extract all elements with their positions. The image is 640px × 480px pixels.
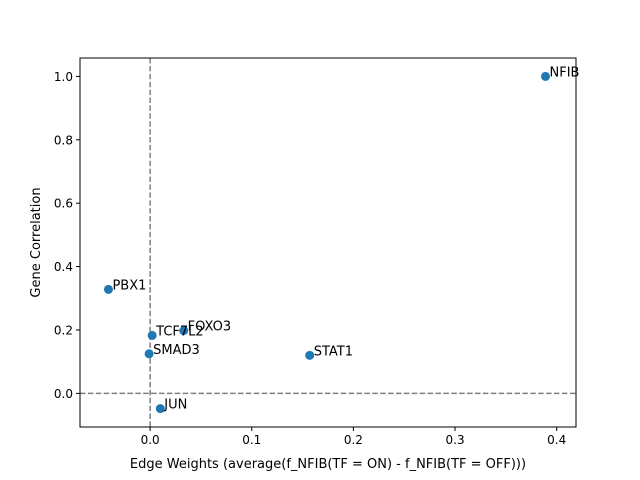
point-label-pbx1: PBX1 xyxy=(112,278,146,293)
data-point-pbx1 xyxy=(103,284,113,294)
x-tick-label: 0.2 xyxy=(344,433,363,447)
x-axis-ticks: 0.0 0.1 0.2 0.3 0.4 xyxy=(141,427,566,447)
data-point-smad3 xyxy=(144,349,154,359)
y-axis-ticks: 0.0 0.2 0.4 0.6 0.8 1.0 xyxy=(54,70,80,401)
point-label-tcf7l2: TCF7L2 xyxy=(155,324,204,339)
x-tick-label: 0.1 xyxy=(242,433,261,447)
data-point-foxo3 xyxy=(179,326,189,336)
y-tick-label: 0.0 xyxy=(54,387,73,401)
data-point-jun xyxy=(155,404,165,414)
point-label-foxo3: FOXO3 xyxy=(188,320,231,335)
y-tick-label: 0.2 xyxy=(54,323,73,337)
x-tick-label: 0.0 xyxy=(141,433,160,447)
y-tick-label: 1.0 xyxy=(54,70,73,84)
reference-lines xyxy=(80,58,576,427)
plot-area-frame xyxy=(79,57,577,428)
y-axis-label: Gene Correlation xyxy=(29,187,44,297)
y-tick-label: 0.4 xyxy=(54,260,73,274)
data-points xyxy=(103,71,551,414)
data-point-tcf7l2 xyxy=(147,330,157,340)
point-label-jun: JUN xyxy=(163,398,187,413)
y-tick-label: 0.8 xyxy=(54,133,73,147)
x-axis-label: Edge Weights (average(f_NFIB(TF = ON) - … xyxy=(130,457,526,472)
x-tick-label: 0.4 xyxy=(547,433,566,447)
y-tick-label: 0.6 xyxy=(54,197,73,211)
point-label-smad3: SMAD3 xyxy=(153,343,200,358)
point-label-nfib: NFIB xyxy=(550,65,580,80)
data-point-nfib xyxy=(541,71,551,81)
point-label-stat1: STAT1 xyxy=(314,344,353,359)
x-tick-label: 0.3 xyxy=(446,433,465,447)
data-point-stat1 xyxy=(305,350,315,360)
